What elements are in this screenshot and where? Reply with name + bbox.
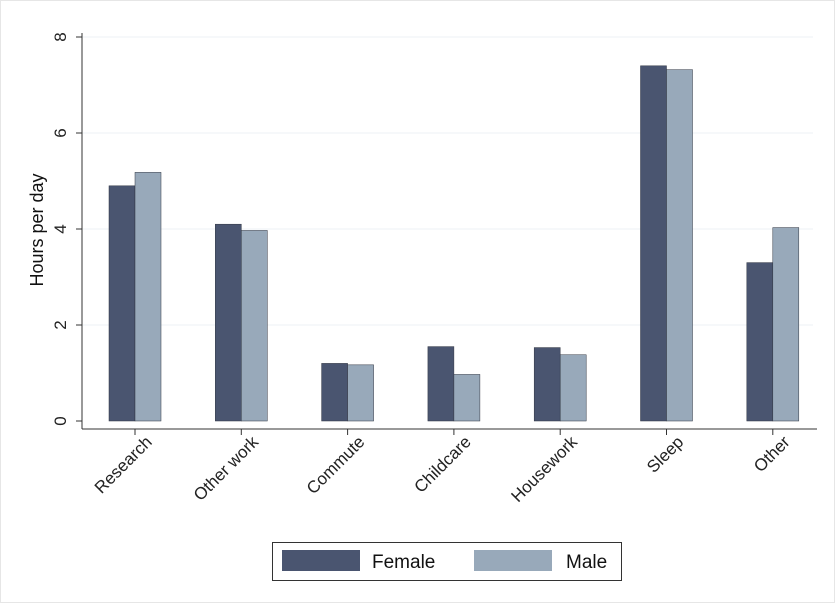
bar-male-childcare [453,374,481,422]
bar-female-other [746,262,774,422]
bar-male-housework [559,354,587,422]
bar-male-commute [347,364,374,422]
legend-swatch-female [282,550,360,571]
bar-female-commute [321,363,348,422]
bars [108,65,800,422]
legend-label-male: Male [566,552,607,573]
bar-female-housework [533,347,561,422]
legend: Female Male [272,542,622,581]
y-tick-label: 6 [51,128,70,137]
bar-female-childcare [427,346,455,422]
bar-male-other-work [241,230,268,422]
y-tick-label: 2 [51,320,70,329]
bar-male-sleep [666,69,693,422]
legend-swatch-male [474,550,552,571]
bar-male-other [772,227,800,422]
y-tick-label: 8 [51,32,70,41]
y-tick-label: 4 [51,224,70,233]
bar-female-research [108,185,136,422]
bar-female-sleep [640,65,667,422]
y-tick-label: 0 [51,416,70,425]
bar-female-other-work [215,223,242,422]
y-axis-title: Hours per day [27,173,47,286]
bar-male-research [134,172,162,422]
legend-label-female: Female [372,552,435,573]
